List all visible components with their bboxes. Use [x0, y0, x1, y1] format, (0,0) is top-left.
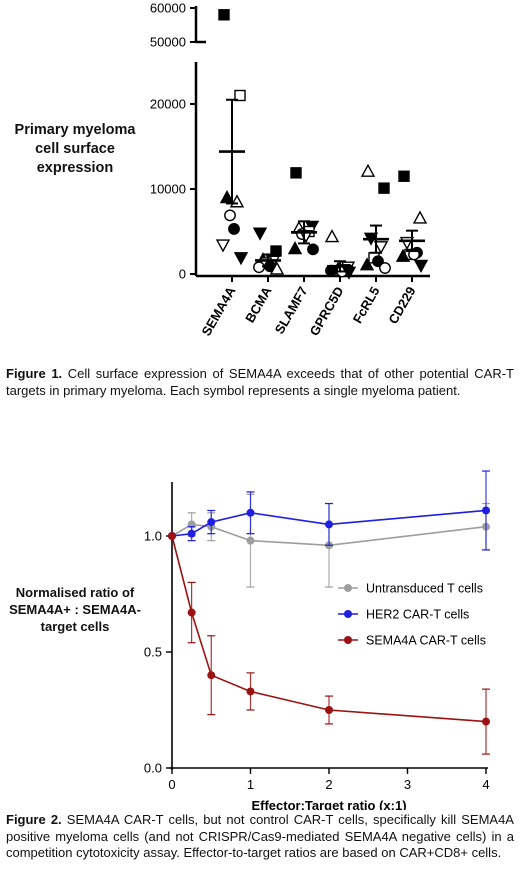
figure2-y-axis-label: Normalised ratio of SEMA4A+ : SEMA4A- ta… [0, 584, 150, 635]
y-tick-label-10000: 10000 [150, 182, 186, 197]
data-point-SLAMF7-7 [307, 243, 319, 256]
legend-marker-0 [344, 584, 352, 592]
category-label-BCMA: BCMA [242, 283, 275, 325]
data-point-2-2 [207, 671, 216, 680]
data-point-CD229-1 [412, 210, 428, 224]
data-point-CD229-0 [398, 170, 410, 182]
data-point-SEMA4A-6 [215, 239, 231, 253]
y-tick-label-50000: 50000 [150, 35, 186, 50]
x-tick-label-2: 2 [325, 777, 332, 792]
legend-marker-2 [344, 636, 352, 644]
data-point-FcRL5-7 [379, 262, 391, 274]
figure1-y-label-line-1: Primary myeloma [14, 122, 136, 138]
data-point-1-4 [325, 520, 333, 529]
x-tick-label-0: 0 [168, 777, 175, 792]
data-point-SEMA4A-1 [234, 89, 246, 102]
x-axis-label: Effector:Target ratio (x:1) [251, 798, 406, 810]
y-tick-label-60000: 60000 [150, 1, 186, 16]
figure1-caption: Figure 1. Cell surface expression of SEM… [6, 366, 514, 399]
legend-label-0: Untransduced T cells [366, 582, 483, 596]
data-point-1-5 [482, 506, 490, 515]
data-point-FcRL5-0 [360, 163, 376, 177]
data-point-SEMA4A-5 [228, 223, 240, 235]
y-tick-label-0: 0.0 [144, 761, 162, 776]
legend-marker-1 [344, 610, 352, 618]
figure1-caption-text: Cell surface expression of SEMA4A exceed… [6, 366, 514, 398]
x-tick-label-4: 4 [482, 777, 489, 792]
data-point-SLAMF7-0 [290, 167, 302, 179]
data-point-CD229-7 [413, 259, 429, 273]
data-point-BCMA-7 [269, 261, 285, 275]
category-label-FcRL5: FcRL5 [350, 284, 383, 326]
data-point-GPRC5D-0 [324, 229, 340, 243]
data-point-FcRL5-6 [359, 257, 375, 271]
data-point-FcRL5-1 [378, 182, 390, 194]
figure2-caption: Figure 2. SEMA4A CAR-T cells, but not co… [6, 812, 514, 862]
data-point-2-3 [246, 687, 255, 696]
data-point-2-5 [482, 717, 490, 726]
data-point-1-2 [207, 518, 216, 527]
data-point-1-1 [187, 529, 196, 538]
data-point-SLAMF7-6 [287, 241, 303, 255]
data-point-1-3 [246, 508, 255, 517]
figure1-caption-label: Figure 1. [6, 366, 63, 381]
data-point-BCMA-0 [252, 227, 268, 241]
figure2-y-label-line-2: SEMA4A+ : SEMA4A- [9, 602, 141, 617]
figure1-y-axis-label: Primary myeloma cell surface expression [0, 121, 150, 178]
data-point-SEMA4A-7 [233, 252, 249, 266]
data-point-SEMA4A-0 [218, 9, 230, 21]
figure2-y-label-line-1: Normalised ratio of [15, 585, 135, 600]
y-tick-label-20000: 20000 [150, 97, 186, 112]
category-label-GPRC5D: GPRC5D [307, 284, 347, 338]
y-tick-label-0.5: 0.5 [144, 645, 162, 660]
data-point-0-3 [246, 536, 255, 545]
y-tick-label-0: 0 [179, 267, 186, 282]
y-tick-label-1: 1.0 [144, 529, 162, 544]
x-tick-label-3: 3 [404, 777, 411, 792]
data-point-2-1 [187, 608, 196, 617]
data-point-FcRL5-3 [373, 241, 389, 255]
data-point-CD229-6 [395, 248, 411, 262]
legend-label-1: HER2 CAR-T cells [366, 608, 469, 622]
figure2-caption-label: Figure 2. [6, 812, 62, 827]
figure2-y-label-line-3: target cells [40, 619, 110, 634]
x-tick-label-1: 1 [247, 777, 254, 792]
figure1-y-label-line-2: cell surface [35, 141, 115, 157]
data-point-2-4 [325, 706, 333, 714]
figure1-y-label-line-3: expression [36, 160, 114, 176]
category-label-CD229: CD229 [385, 284, 418, 327]
category-label-SEMA4A: SEMA4A [199, 283, 239, 338]
data-point-FcRL5-5 [372, 255, 384, 268]
figure2-chart: 0.0 0.5 1.0 0 1 2 3 4 Effector:Target ratio (x:1… [144, 470, 490, 810]
figure1-chart: 0 10000 20000 50000 60000 SEMA4A BCMASLAMF7GPR… [150, 1, 430, 338]
series-line-2 [171, 535, 487, 723]
legend-label-2: SEMA4A CAR-T cells [366, 634, 486, 648]
data-point-SEMA4A-4 [224, 209, 236, 222]
figure2-caption-text: SEMA4A CAR-T cells, but not control CAR-… [6, 812, 514, 860]
data-point-2-0 [168, 532, 176, 540]
category-label-SLAMF7: SLAMF7 [272, 284, 311, 337]
